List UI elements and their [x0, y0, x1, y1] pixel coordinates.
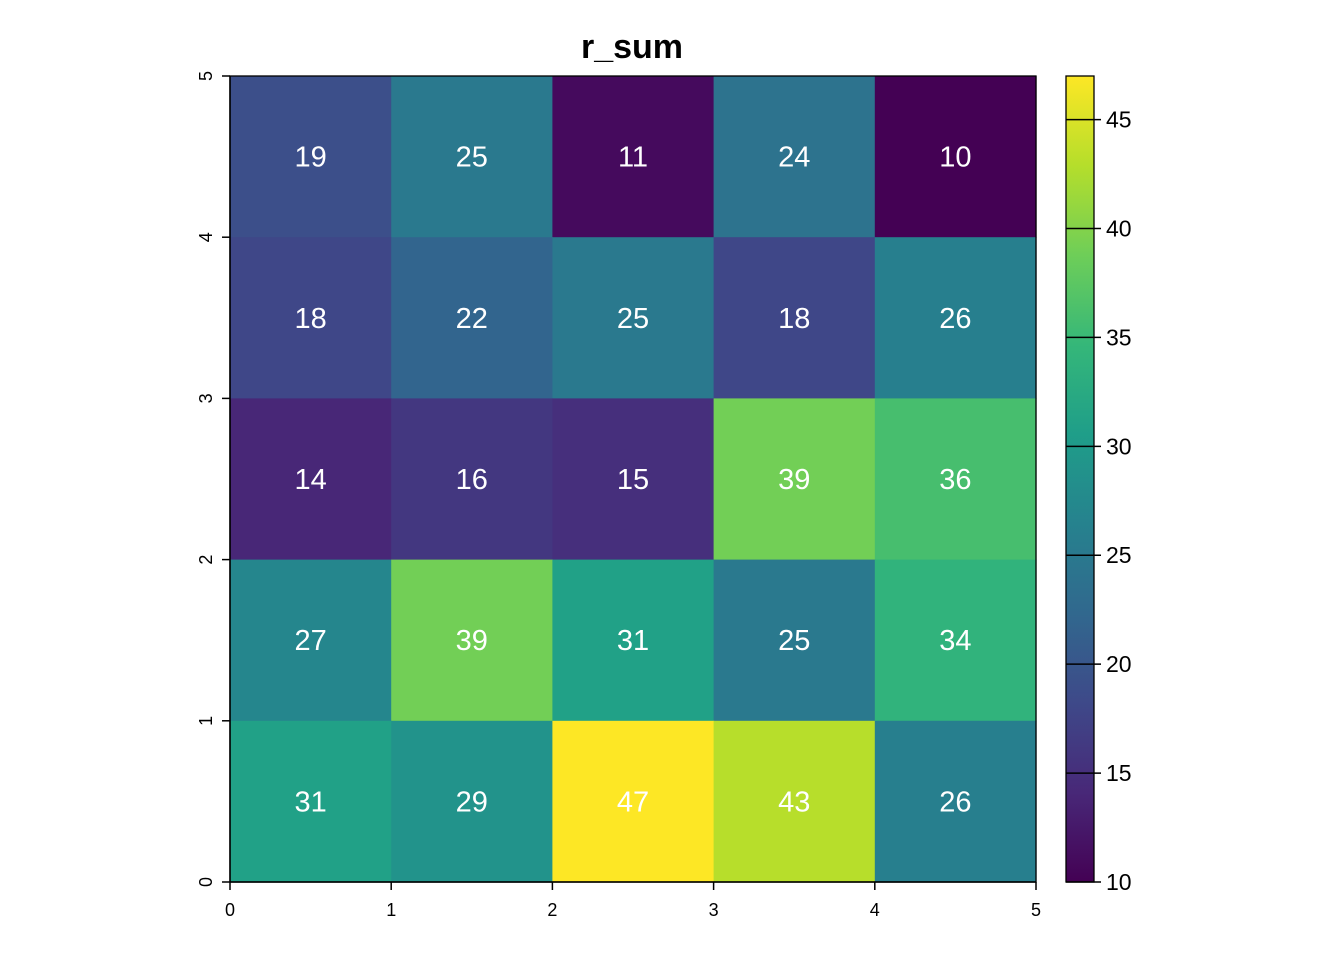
cell-value-label: 36 — [939, 464, 971, 496]
cell-value-label: 25 — [617, 303, 649, 335]
cell-value-label: 43 — [778, 786, 810, 818]
heatmap-cell — [552, 559, 715, 722]
legend-tick-label: 45 — [1106, 107, 1132, 133]
x-tick-label: 3 — [709, 900, 719, 920]
heatmap-cell — [391, 559, 553, 722]
heatmap-cells — [230, 76, 1037, 883]
cell-value-label: 19 — [294, 142, 326, 174]
y-tick-label: 2 — [196, 555, 216, 565]
heatmap-cell — [230, 398, 392, 561]
heatmap-cell — [230, 559, 392, 722]
heatmap-cell — [391, 398, 553, 561]
cell-value-label: 25 — [456, 142, 488, 174]
x-tick-label: 1 — [386, 900, 396, 920]
legend-tick-label: 40 — [1106, 215, 1132, 241]
legend-tick-label: 30 — [1106, 433, 1132, 459]
cell-value-label: 16 — [456, 464, 488, 496]
cell-value-label: 26 — [939, 786, 971, 818]
legend-tick-label: 10 — [1106, 869, 1132, 895]
legend-tick-label: 35 — [1106, 324, 1132, 350]
cell-value-label: 24 — [778, 142, 810, 174]
heatmap-cell — [713, 398, 876, 561]
y-tick-label: 3 — [196, 393, 216, 403]
y-tick-label: 4 — [196, 232, 216, 242]
y-tick-label: 1 — [196, 716, 216, 726]
heatmap-cell — [552, 720, 715, 883]
cell-value-label: 31 — [617, 625, 649, 657]
heatmap-cell — [391, 237, 553, 399]
y-tick-label: 5 — [196, 71, 216, 81]
cell-value-label: 22 — [456, 303, 488, 335]
cell-value-label: 10 — [939, 142, 971, 174]
heatmap-cell — [874, 237, 1037, 399]
heatmap-cell — [552, 76, 715, 238]
cell-value-label: 18 — [778, 303, 810, 335]
cell-value-label: 27 — [294, 625, 326, 657]
cell-value-label: 31 — [294, 786, 326, 818]
heatmap-cell — [874, 398, 1037, 561]
cell-value-label: 39 — [778, 464, 810, 496]
cell-value-label: 14 — [294, 464, 326, 496]
heatmap-cell — [552, 398, 715, 561]
heatmap-cell — [391, 76, 553, 238]
heatmap-cell — [874, 76, 1037, 238]
heatmap-cell — [713, 559, 876, 722]
legend-tick-label: 25 — [1106, 542, 1132, 568]
heatmap-cell — [230, 237, 392, 399]
legend-color-bar — [1065, 75, 1095, 883]
cell-value-label: 25 — [778, 625, 810, 657]
cell-value-label: 11 — [618, 142, 648, 174]
heatmap-cell — [713, 237, 876, 399]
legend-tick-label: 20 — [1106, 651, 1132, 677]
heatmap-cell — [713, 720, 876, 883]
x-tick-label: 2 — [547, 900, 557, 920]
cell-value-label: 39 — [456, 625, 488, 657]
x-tick-label: 0 — [225, 900, 235, 920]
heatmap-cell — [230, 720, 392, 883]
cell-value-label: 34 — [939, 625, 971, 657]
cell-value-label: 29 — [456, 786, 488, 818]
heatmap-cell — [391, 720, 553, 883]
heatmap-cell — [713, 76, 876, 238]
cell-value-label: 15 — [617, 464, 649, 496]
y-tick-label: 0 — [196, 877, 216, 887]
legend-tick-label: 15 — [1106, 760, 1132, 786]
cell-value-label: 18 — [294, 303, 326, 335]
cell-value-label: 26 — [939, 303, 971, 335]
color-legend: 10 15 20 25 30 35 40 45 — [1065, 75, 1132, 895]
heatmap-cell — [874, 720, 1037, 883]
x-tick-label: 4 — [870, 900, 880, 920]
heatmap-cell — [230, 76, 392, 238]
heatmap-cell-labels: 19 25 11 24 10 18 22 25 18 26 14 16 15 39 36 27 39 31 25 34… — [294, 142, 971, 819]
cell-value-label: 47 — [617, 786, 649, 818]
heatmap-cell — [552, 237, 715, 399]
heatmap-cell — [874, 559, 1037, 722]
chart-title: r_sum — [581, 28, 683, 66]
x-tick-label: 5 — [1031, 900, 1041, 920]
